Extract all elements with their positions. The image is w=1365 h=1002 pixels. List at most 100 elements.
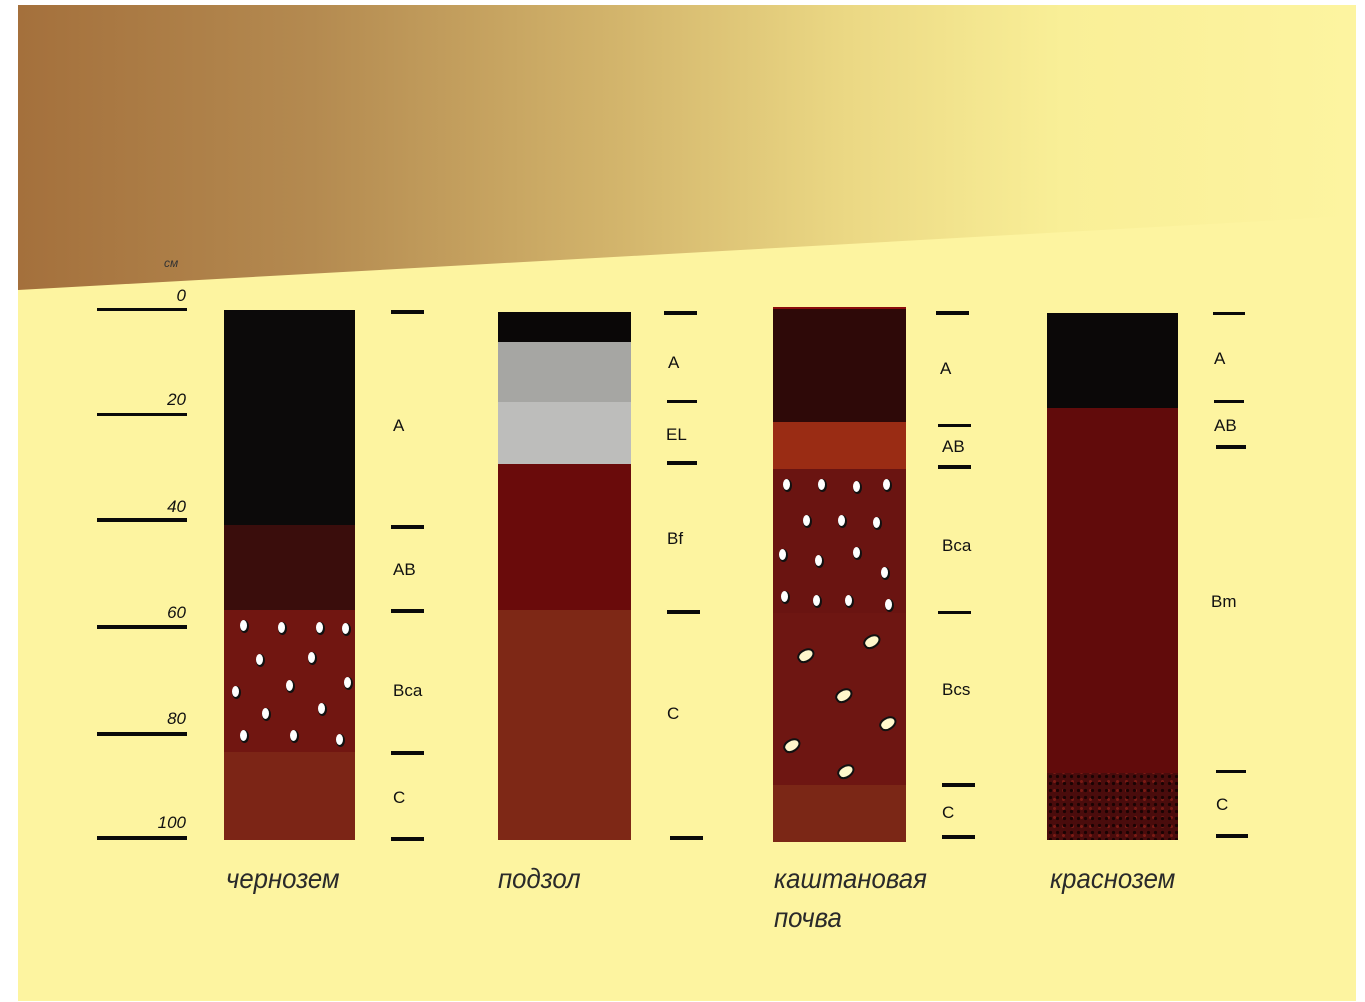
horizon-boundary <box>936 311 969 315</box>
horizon-boundary <box>942 835 975 839</box>
scale-tick <box>97 413 187 416</box>
horizon-label: AB <box>942 437 965 456</box>
scale-tick-label: 60 <box>167 603 186 622</box>
scale-tick <box>97 518 187 522</box>
carbonate-nodule <box>342 623 349 634</box>
horizon-label: A <box>668 353 680 372</box>
soil-layer <box>773 422 906 469</box>
horizon-label: A <box>1214 349 1226 368</box>
carbonate-nodule <box>853 547 860 558</box>
soil-layer <box>1047 313 1178 408</box>
soil-layer <box>1047 408 1178 773</box>
carbonate-nodule <box>885 599 892 610</box>
scale-tick-label: 40 <box>167 497 186 516</box>
slide: см 0 20 40 60 80 100 <box>18 5 1356 1001</box>
scale-tick <box>97 836 187 840</box>
carbonate-nodule <box>308 652 315 663</box>
title-banner <box>18 5 1356 290</box>
carbonate-nodule <box>803 515 810 526</box>
soil-column <box>773 307 906 842</box>
scale-tick <box>97 625 187 629</box>
scale-tick <box>97 732 187 736</box>
soil-column <box>224 310 355 840</box>
horizon-boundary <box>938 424 971 427</box>
carbonate-nodule <box>873 517 880 528</box>
carbonate-nodule <box>838 515 845 526</box>
carbonate-nodule <box>779 549 786 560</box>
scale-tick-label: 0 <box>176 286 186 305</box>
soil-column <box>1047 313 1178 840</box>
soil-layer <box>224 310 355 525</box>
carbonate-nodule <box>240 730 247 741</box>
horizon-boundary <box>1213 312 1245 315</box>
carbonate-nodule <box>256 654 263 665</box>
carbonate-nodule <box>290 730 297 741</box>
horizon-label: C <box>942 803 955 822</box>
soil-layer <box>498 464 631 610</box>
carbonate-nodule <box>853 481 860 492</box>
horizon-boundary <box>391 525 424 529</box>
horizon-boundary <box>667 610 700 614</box>
carbonate-nodule <box>286 680 293 691</box>
soil-column <box>498 312 631 840</box>
scale-tick-label: 100 <box>157 813 186 832</box>
soil-layer <box>498 610 631 840</box>
horizon-label: C <box>393 788 406 807</box>
horizon-label: C <box>1216 795 1229 814</box>
horizon-label: C <box>667 704 680 723</box>
horizon-boundary <box>1216 834 1248 838</box>
soil-layer <box>773 469 906 613</box>
carbonate-nodule <box>344 677 351 688</box>
horizon-boundary <box>391 310 424 314</box>
horizon-label: AB <box>1214 416 1237 435</box>
horizon-label: EL <box>666 425 687 444</box>
horizon-boundary <box>1216 770 1246 773</box>
horizon-boundary <box>667 461 697 465</box>
carbonate-nodule <box>336 734 343 745</box>
horizon-boundary <box>938 611 971 614</box>
scale-tick-label: 20 <box>167 390 186 409</box>
horizon-boundary <box>1216 445 1246 449</box>
horizon-label: Bm <box>1211 592 1237 611</box>
horizon-label: Bcs <box>942 680 971 699</box>
horizon-boundary <box>1214 400 1244 403</box>
carbonate-nodule <box>845 595 852 606</box>
horizon-label: AB <box>393 560 416 579</box>
soil-name: чернозем <box>226 863 340 894</box>
horizon-boundary <box>667 400 697 403</box>
horizon-boundary <box>670 836 703 840</box>
horizon-label: A <box>393 416 405 435</box>
soil-layer <box>773 785 906 842</box>
horizon-boundary <box>391 751 424 755</box>
soil-name-line-2: почва <box>774 902 842 933</box>
soil-layer <box>498 342 631 402</box>
horizon-boundary <box>938 465 971 469</box>
horizon-label: Bca <box>942 536 972 555</box>
carbonate-nodule <box>781 591 788 602</box>
carbonate-nodule <box>318 703 325 714</box>
carbonate-nodule <box>240 620 247 631</box>
soil-name-line-1: каштановая <box>774 863 927 894</box>
horizon-label: Bf <box>667 529 684 548</box>
carbonate-nodule <box>883 479 890 490</box>
scale-tick <box>97 308 187 311</box>
carbonate-nodule <box>783 479 790 490</box>
horizon-label: A <box>940 359 952 378</box>
carbonate-nodule <box>262 708 269 719</box>
soil-name: подзол <box>498 863 581 894</box>
soil-name: краснозем <box>1050 863 1176 894</box>
depth-unit-label: см <box>164 256 179 270</box>
soil-layer <box>498 312 631 342</box>
carbonate-nodule <box>818 479 825 490</box>
carbonate-nodule <box>278 622 285 633</box>
carbonate-nodule <box>881 567 888 578</box>
soil-layer-grainy <box>1047 773 1178 840</box>
carbonate-nodule <box>813 595 820 606</box>
horizon-boundary <box>664 311 697 315</box>
scale-tick-label: 80 <box>167 709 186 728</box>
horizon-boundary <box>391 609 424 613</box>
carbonate-nodule <box>815 555 822 566</box>
soil-layer <box>224 752 355 840</box>
soil-layer <box>224 525 355 610</box>
soil-layer <box>498 402 631 464</box>
